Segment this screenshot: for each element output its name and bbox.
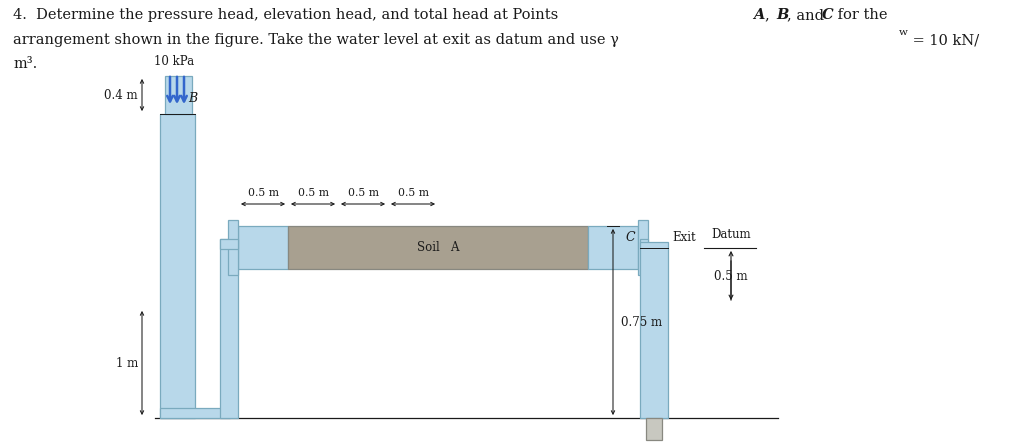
Text: Exit: Exit bbox=[672, 231, 695, 244]
Text: w: w bbox=[899, 28, 908, 37]
Bar bbox=[160, 114, 195, 418]
Text: 0.5 m: 0.5 m bbox=[397, 188, 428, 198]
Bar bbox=[640, 239, 648, 249]
Text: 0.5 m: 0.5 m bbox=[714, 270, 748, 282]
Text: 0.5 m: 0.5 m bbox=[298, 188, 329, 198]
Text: m³.: m³. bbox=[13, 57, 37, 71]
Bar bbox=[220, 239, 238, 249]
Text: 0.5 m: 0.5 m bbox=[347, 188, 379, 198]
Text: 1 m: 1 m bbox=[116, 357, 138, 369]
Bar bbox=[220, 239, 238, 418]
Bar bbox=[288, 226, 588, 269]
Text: arrangement shown in the figure. Take the water level at exit as datum and use γ: arrangement shown in the figure. Take th… bbox=[13, 33, 618, 47]
Text: 0.5 m: 0.5 m bbox=[248, 188, 279, 198]
Text: 10 kPa: 10 kPa bbox=[154, 55, 195, 68]
Text: C: C bbox=[626, 231, 635, 244]
Text: for the: for the bbox=[833, 8, 888, 22]
Text: 4.  Determine the pressure head, elevation head, and total head at Points: 4. Determine the pressure head, elevatio… bbox=[13, 8, 563, 22]
Text: Soil   A: Soil A bbox=[417, 241, 459, 254]
Bar bbox=[646, 418, 662, 440]
Bar bbox=[238, 226, 288, 269]
Text: Datum: Datum bbox=[712, 228, 751, 241]
Bar bbox=[640, 242, 668, 418]
Text: B: B bbox=[188, 92, 198, 105]
Bar bbox=[588, 226, 638, 269]
Bar bbox=[638, 220, 648, 275]
Bar bbox=[165, 76, 193, 114]
Bar bbox=[228, 220, 238, 275]
Text: C: C bbox=[822, 8, 834, 22]
Text: A: A bbox=[753, 8, 764, 22]
Text: 0.4 m: 0.4 m bbox=[104, 88, 138, 102]
Text: ,: , bbox=[764, 8, 769, 22]
Text: = 10 kN/: = 10 kN/ bbox=[908, 33, 979, 47]
Text: , and: , and bbox=[787, 8, 824, 22]
Bar bbox=[160, 408, 230, 418]
Text: 0.75 m: 0.75 m bbox=[621, 316, 663, 329]
Text: B: B bbox=[776, 8, 788, 22]
